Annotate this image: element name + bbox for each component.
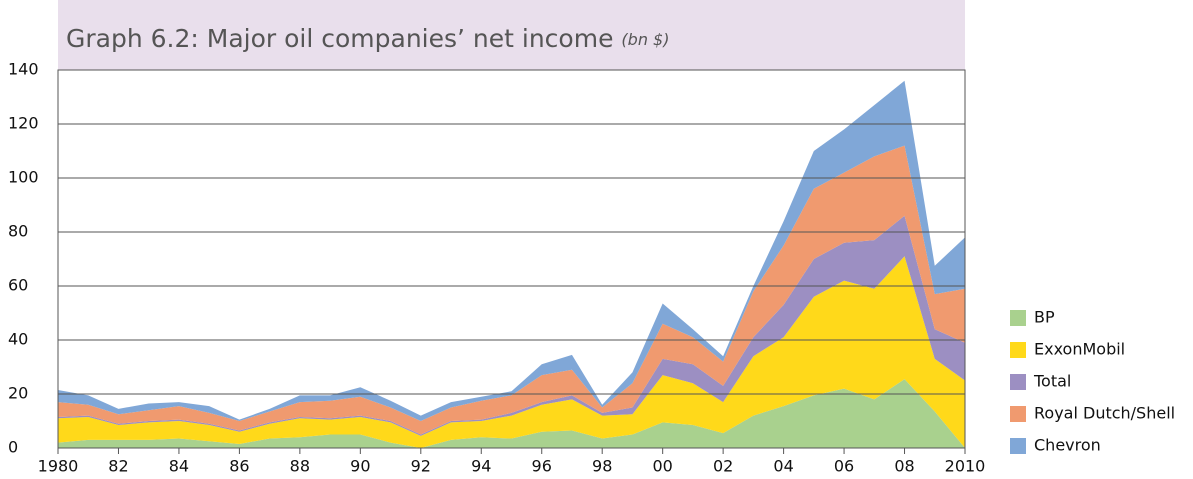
y-tick-label: 120 (8, 114, 39, 133)
y-tick-label: 0 (8, 438, 18, 457)
y-tick-label: 100 (8, 168, 39, 187)
legend-label: Total (1033, 372, 1071, 391)
x-tick-label: 00 (652, 457, 672, 476)
x-tick-label: 88 (290, 457, 310, 476)
area (58, 256, 965, 448)
legend-swatch (1010, 374, 1026, 390)
x-tick-label: 90 (350, 457, 370, 476)
x-tick-label: 06 (834, 457, 854, 476)
x-tick-label: 96 (532, 457, 552, 476)
x-tick-label: 84 (169, 457, 189, 476)
legend-label: Royal Dutch/Shell (1034, 404, 1175, 423)
legend-label: Chevron (1034, 436, 1101, 455)
area (58, 215, 965, 436)
x-tick-label: 86 (229, 457, 249, 476)
x-tick-label: 94 (471, 457, 491, 476)
x-tick-label: 82 (108, 457, 128, 476)
y-tick-label: 40 (8, 330, 28, 349)
y-tick-label: 20 (8, 384, 28, 403)
area (58, 379, 965, 448)
x-tick-label: 98 (592, 457, 612, 476)
x-tick-label: 92 (411, 457, 431, 476)
plot-frame (57, 69, 966, 449)
legend-label: ExxonMobil (1034, 340, 1125, 359)
legend-swatch (1010, 310, 1026, 326)
legend-swatch (1010, 342, 1026, 358)
title-box (58, 0, 965, 70)
chart-title: Graph 6.2: Major oil companies’ net inco… (66, 24, 669, 53)
area (58, 80, 965, 422)
y-tick-label: 80 (8, 222, 28, 241)
x-tick-label: 08 (894, 457, 914, 476)
x-tick-label: 02 (713, 457, 733, 476)
x-tick-label: 2010 (945, 457, 986, 476)
legend-swatch (1010, 438, 1026, 454)
area (58, 145, 965, 435)
title-text: Graph 6.2: Major oil companies’ net inco… (66, 24, 613, 53)
legend-swatch (1010, 406, 1026, 422)
x-tick-label: 1980 (38, 457, 79, 476)
title-unit: (bn $) (621, 30, 669, 49)
y-tick-label: 60 (8, 276, 28, 295)
x-tick-label: 04 (773, 457, 793, 476)
legend-label: BP (1034, 308, 1055, 327)
y-tick-label: 140 (8, 60, 39, 79)
